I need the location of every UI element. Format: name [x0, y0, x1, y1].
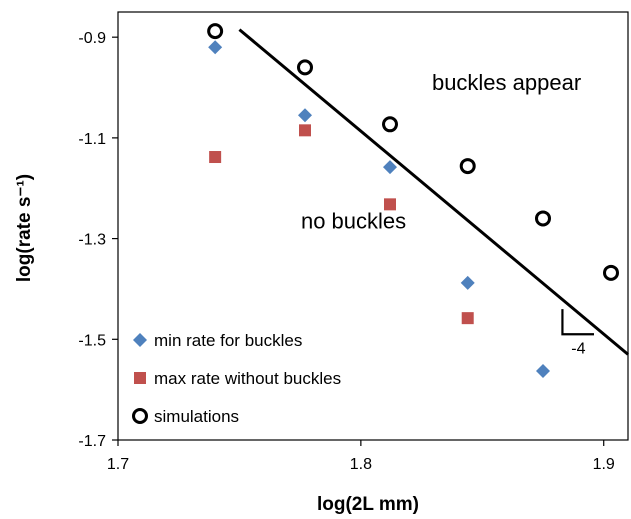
x-tick-label: 1.7: [107, 456, 129, 473]
x-tick-label: 1.9: [593, 456, 615, 473]
legend-label: simulations: [154, 407, 239, 426]
legend: min rate for buckles max rate without buc…: [132, 331, 341, 426]
point-diamond: [460, 275, 475, 290]
point-open-circle: [207, 23, 224, 40]
axes: [117, 11, 629, 441]
point-open-circle: [603, 264, 619, 281]
legend-label: min rate for buckles: [154, 331, 302, 350]
x-axis-title: log(2L mm): [317, 494, 419, 515]
y-axis-title: log(rate s⁻¹): [14, 174, 35, 282]
y-tick-label: -1.1: [78, 131, 106, 148]
point-diamond: [208, 40, 223, 55]
point-square: [461, 312, 474, 325]
annotations: buckles appear no buckles: [301, 70, 581, 233]
fit-line: [238, 28, 629, 356]
point-diamond: [536, 364, 550, 379]
y-tick-label: -0.9: [78, 30, 106, 47]
fit-line-group: -4: [238, 28, 629, 357]
y-tick-label: -1.3: [78, 232, 106, 249]
slope-label: -4: [571, 340, 585, 357]
legend-label: max rate without buckles: [154, 369, 341, 388]
legend-marker-diamond: [133, 333, 147, 347]
x-ticks: 1.7 1.8 1.9: [107, 440, 615, 473]
plot-frame: [117, 11, 629, 441]
annotation-text: no buckles: [301, 209, 406, 234]
legend-marker-open-circle: [132, 408, 148, 424]
point-diamond: [298, 108, 312, 123]
x-tick-label: 1.8: [350, 456, 372, 473]
point-square: [209, 151, 222, 164]
legend-marker-square: [134, 372, 146, 384]
y-tick-label: -1.5: [78, 332, 106, 349]
annotation-text: buckles appear: [432, 70, 581, 95]
point-open-circle: [297, 59, 313, 76]
point-square: [384, 198, 396, 211]
y-ticks: -0.9 -1.1 -1.3 -1.5 -1.7: [78, 30, 118, 450]
point-diamond: [383, 160, 397, 175]
point-open-circle: [382, 116, 398, 133]
slope-triangle: [561, 309, 594, 336]
y-tick-label: -1.7: [78, 433, 106, 450]
data-marks: [207, 23, 619, 379]
point-open-circle: [535, 210, 551, 227]
point-open-circle: [459, 158, 476, 175]
point-square: [299, 124, 311, 137]
